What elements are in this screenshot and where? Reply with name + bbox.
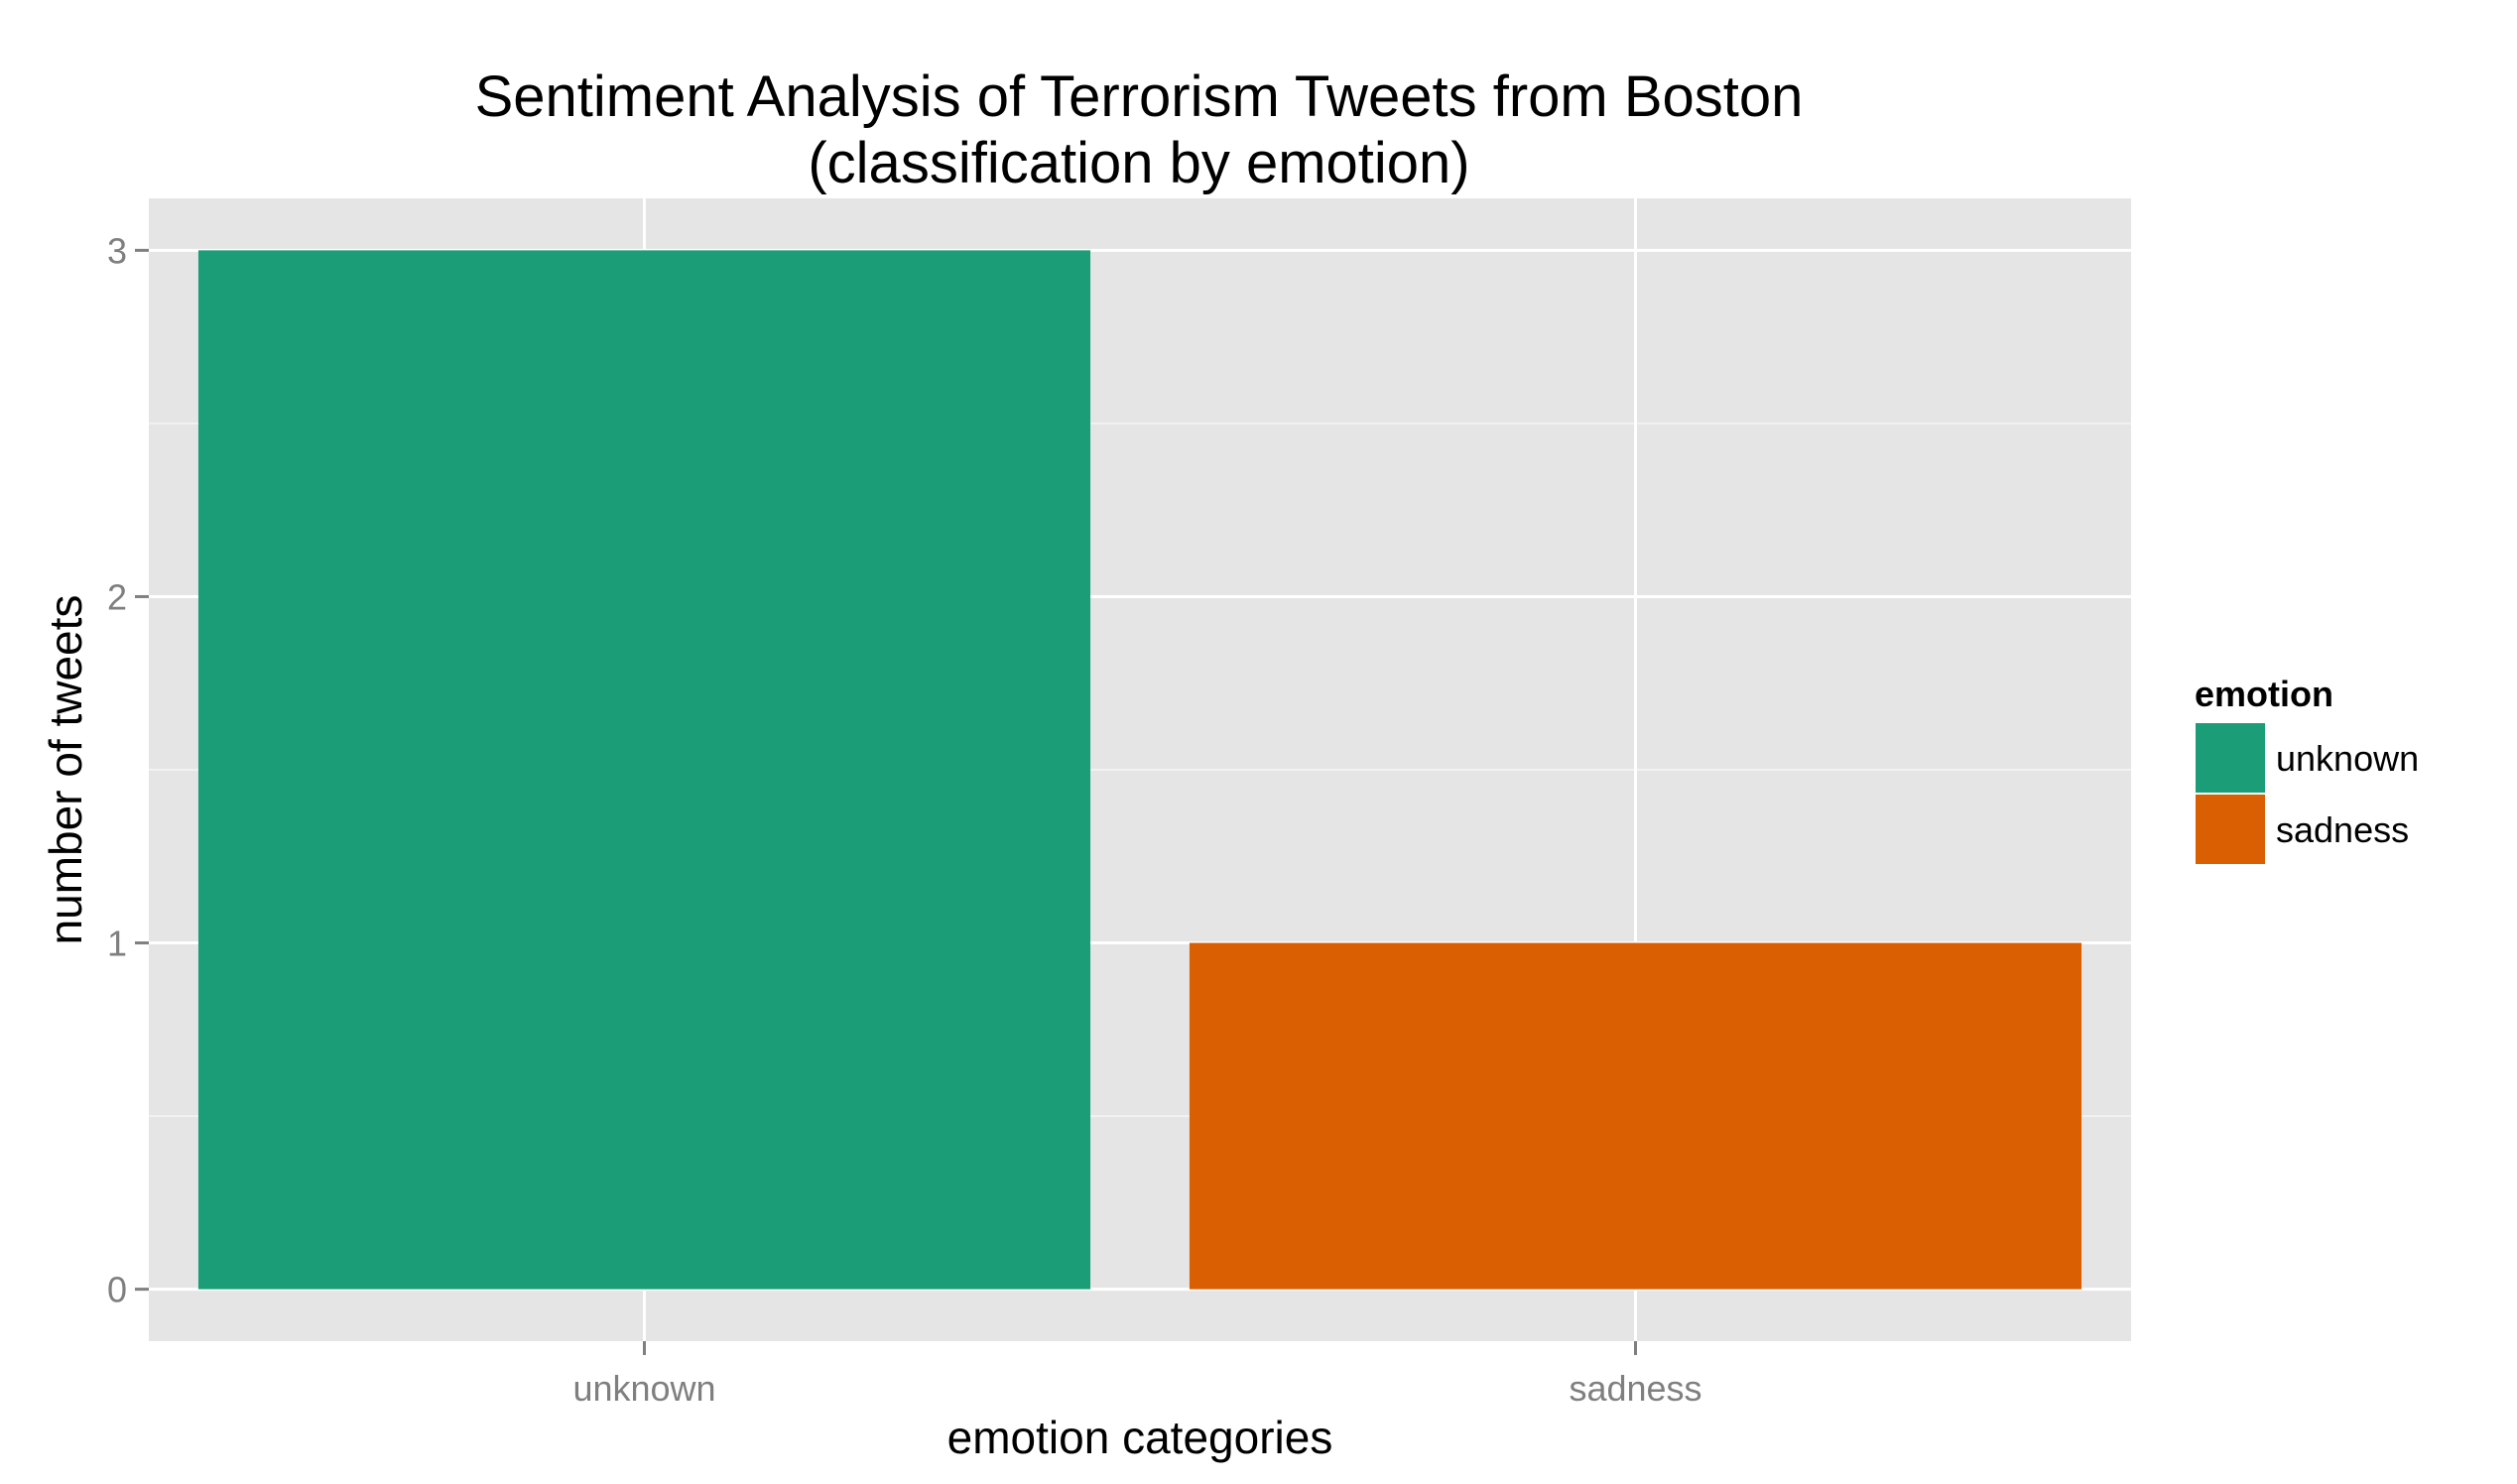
bars — [197, 250, 2082, 1290]
legend-label-sadness: sadness — [2276, 809, 2409, 850]
x-tick-label: sadness — [1569, 1368, 1701, 1409]
y-tick-label: 2 — [107, 576, 127, 617]
y-tick-label: 0 — [107, 1270, 127, 1310]
x-axis-label: emotion categories — [947, 1412, 1333, 1463]
bar-sadness — [1189, 942, 2082, 1290]
axes: 0 1 2 3 unknown sadness — [107, 230, 1702, 1409]
y-tick-label: 3 — [107, 230, 127, 271]
legend-title: emotion — [2195, 674, 2333, 714]
x-tick-label: unknown — [572, 1368, 715, 1409]
y-axis-label: number of tweets — [40, 595, 91, 945]
chart-subtitle: (classification by emotion) — [808, 131, 1469, 195]
legend-swatch-sadness — [2196, 795, 2265, 864]
legend-label-unknown: unknown — [2276, 738, 2419, 779]
chart-title: Sentiment Analysis of Terrorism Tweets f… — [475, 64, 1804, 129]
legend-swatch-unknown — [2196, 723, 2265, 793]
y-tick-label: 1 — [107, 924, 127, 964]
legend: emotion unknown sadness — [2194, 674, 2419, 866]
bar-unknown — [197, 250, 1091, 1290]
